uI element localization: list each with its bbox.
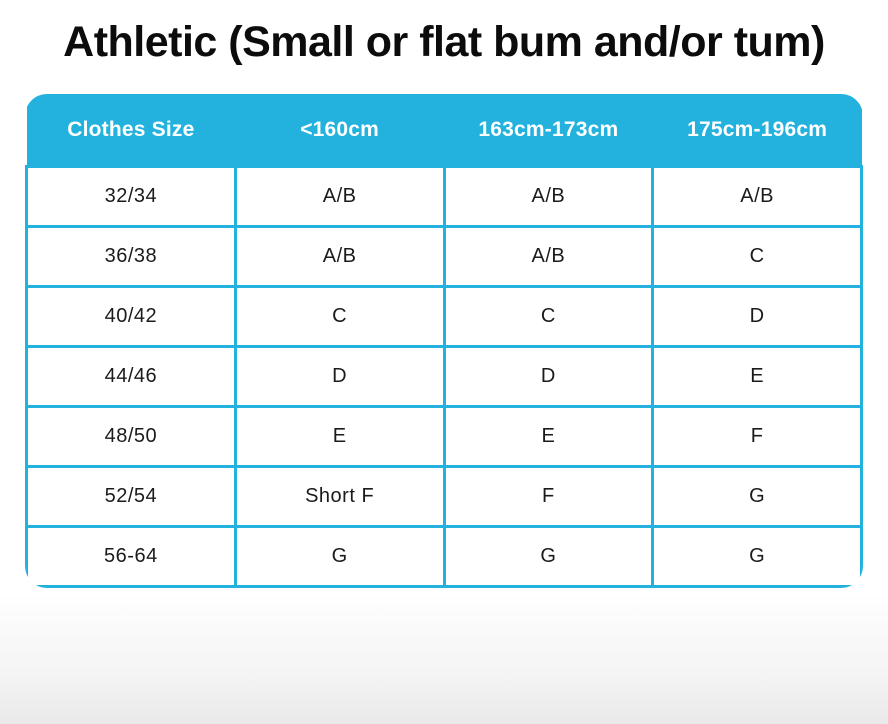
table-cell: 56-64 [25,524,237,588]
table-cell: C [651,224,863,288]
table-cell: G [442,524,655,588]
table-body: 32/34 A/B A/B A/B 36/38 A/B A/B C 40/42 C C D 44/46 D… [25,164,863,588]
table-row: 36/38 A/B A/B C [25,224,863,288]
column-header: Clothes Size [26,94,236,167]
page: Athletic (Small or flat bum and/or tum) … [0,16,888,588]
table-cell: A/B [233,224,446,288]
table-cell: G [233,524,446,588]
table-cell: E [651,344,863,408]
table-cell: Short F [233,464,446,528]
size-chart-table: Clothes Size <160cm 163cm-173cm 175cm-196cm… [25,94,863,588]
table-cell: C [442,284,655,348]
table-cell: 36/38 [25,224,237,288]
table-cell: 48/50 [25,404,237,468]
column-header: 163cm-173cm [444,94,653,167]
table-cell: 40/42 [25,284,237,348]
table-cell: 32/34 [25,164,237,228]
table-cell: G [651,524,863,588]
page-title: Athletic (Small or flat bum and/or tum) [63,18,825,66]
column-header: <160cm [235,94,444,167]
table-row: 40/42 C C D [25,284,863,348]
table-cell: F [442,464,655,528]
table-cell: F [651,404,863,468]
table-cell: D [233,344,446,408]
table-cell: D [651,284,863,348]
table-cell: E [442,404,655,468]
table-row: 44/46 D D E [25,344,863,408]
table-row: 48/50 E E F [25,404,863,468]
table-cell: A/B [651,164,863,228]
table-cell: 52/54 [25,464,237,528]
table-cell: C [233,284,446,348]
column-header: 175cm-196cm [652,94,862,167]
size-chart: Clothes Size <160cm 163cm-173cm 175cm-196cm… [25,94,863,588]
table-cell: G [651,464,863,528]
table-header: Clothes Size <160cm 163cm-173cm 175cm-196cm [26,94,862,167]
table-cell: 44/46 [25,344,237,408]
table-cell: A/B [442,224,655,288]
table-cell: E [233,404,446,468]
table-cell: A/B [442,164,655,228]
table-row: 32/34 A/B A/B A/B [25,164,863,228]
header-row: Clothes Size <160cm 163cm-173cm 175cm-196cm [26,94,862,167]
table-cell: D [442,344,655,408]
table-cell: A/B [233,164,446,228]
table-row: 56-64 G G G [25,524,863,588]
